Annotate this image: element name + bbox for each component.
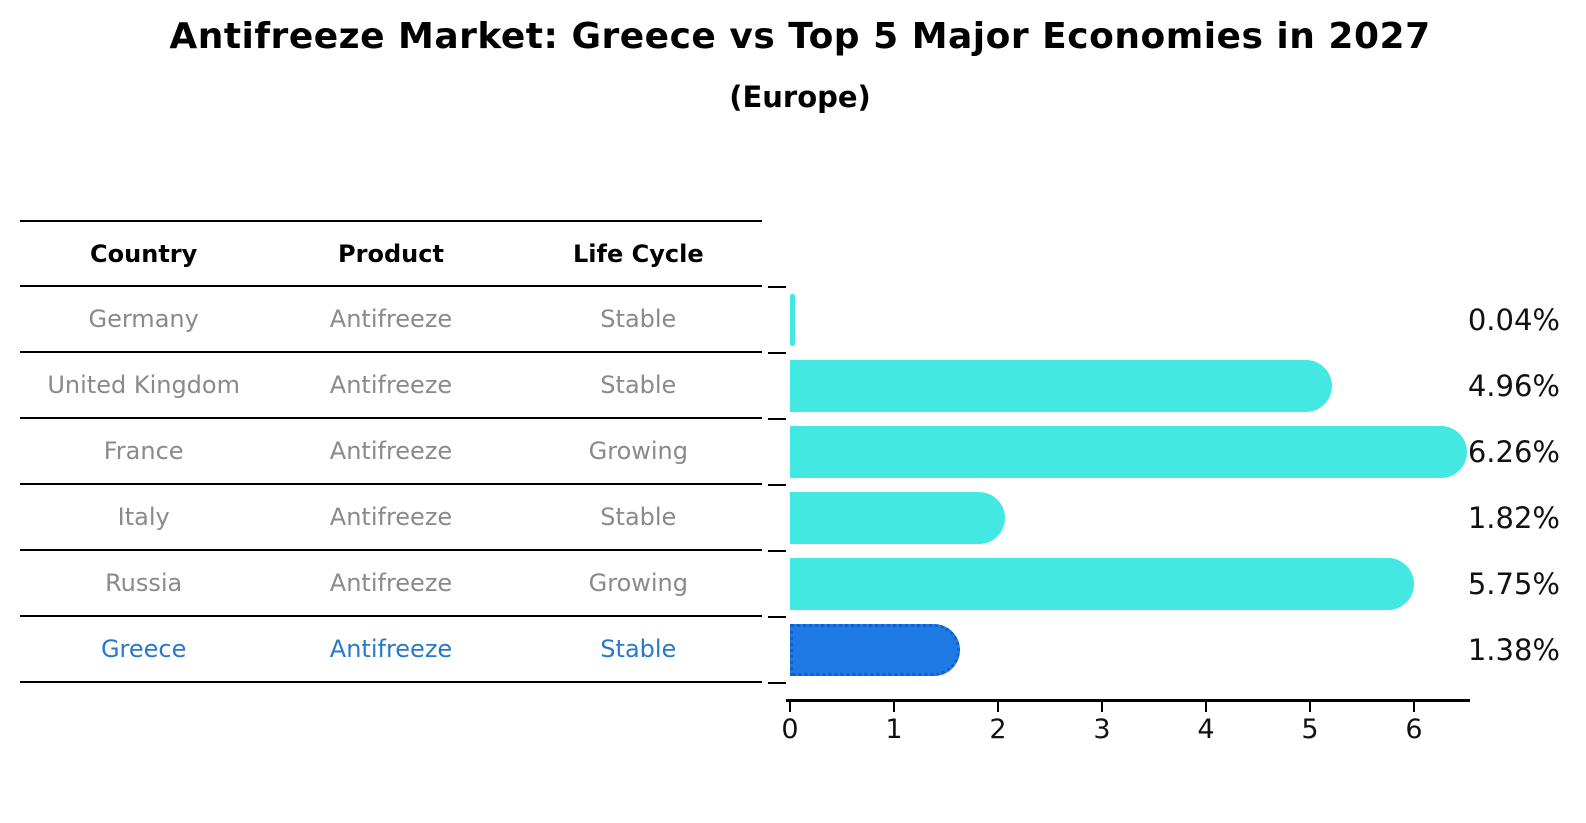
- value-label: 5.75%: [1467, 567, 1560, 601]
- bar-france: [790, 426, 1468, 478]
- table-body: Germany Antifreeze Stable United Kingdom Ant…: [20, 287, 762, 683]
- y-axis-tick: [768, 352, 786, 354]
- bar-germany: [790, 294, 795, 346]
- table-row: United Kingdom Antifreeze Stable: [20, 353, 762, 419]
- y-axis-tick: [768, 286, 786, 288]
- table-cell-life-cycle: Stable: [600, 371, 677, 399]
- table-cell-country: United Kingdom: [47, 371, 240, 399]
- bar-russia: [790, 558, 1414, 610]
- value-label: 6.26%: [1467, 435, 1560, 469]
- y-axis-tick: [768, 550, 786, 552]
- bar-greece: [790, 624, 960, 676]
- chart-title: Antifreeze Market: Greece vs Top 5 Major…: [169, 16, 1431, 57]
- x-axis-tick-label: 5: [1301, 714, 1319, 745]
- table-row: Russia Antifreeze Growing: [20, 551, 762, 617]
- x-axis-tick-label: 2: [989, 714, 1007, 745]
- value-label: 1.38%: [1467, 633, 1560, 667]
- x-axis-line: [786, 699, 1470, 702]
- table-row: Italy Antifreeze Stable: [20, 485, 762, 551]
- x-axis-tick-label: 0: [781, 714, 799, 745]
- x-axis-tick: [789, 702, 791, 712]
- x-axis-tick: [1413, 702, 1415, 712]
- x-axis-tick: [1205, 702, 1207, 712]
- table-cell-life-cycle: Growing: [588, 437, 688, 465]
- table-row: Germany Antifreeze Stable: [20, 287, 762, 353]
- table-cell-product: Antifreeze: [329, 371, 453, 399]
- table-header-country: Country: [90, 239, 198, 268]
- table-row: France Antifreeze Growing: [20, 419, 762, 485]
- value-label: 0.04%: [1467, 303, 1560, 337]
- x-axis-tick-label: 3: [1093, 714, 1111, 745]
- y-axis-tick: [768, 484, 786, 486]
- table-header-lifecycle: Life Cycle: [573, 239, 704, 268]
- value-label: 4.96%: [1467, 369, 1560, 403]
- table-cell-life-cycle: Stable: [600, 635, 677, 663]
- table-cell-life-cycle: Growing: [588, 569, 688, 597]
- table-cell-product: Antifreeze: [329, 569, 453, 597]
- y-axis-tick: [768, 616, 786, 618]
- x-axis-tick-label: 6: [1405, 714, 1423, 745]
- table-cell-country: Italy: [117, 503, 170, 531]
- table-cell-country: Greece: [100, 635, 187, 663]
- table-cell-product: Antifreeze: [329, 635, 453, 663]
- y-axis-tick: [768, 418, 786, 420]
- x-axis-tick-label: 4: [1197, 714, 1215, 745]
- table-cell-country: Russia: [105, 569, 183, 597]
- table-cell-life-cycle: Stable: [600, 503, 677, 531]
- table-header-product: Product: [338, 239, 444, 268]
- x-axis-tick: [997, 702, 999, 712]
- x-axis-tick: [1101, 702, 1103, 712]
- bar-united-kingdom: [790, 360, 1332, 412]
- bar-italy: [790, 492, 1006, 544]
- table-cell-life-cycle: Stable: [600, 305, 677, 333]
- value-label: 1.82%: [1467, 501, 1560, 535]
- table-header-row: Country Product Life Cycle: [20, 222, 762, 287]
- table-cell-product: Antifreeze: [329, 437, 453, 465]
- chart-subtitle: (Europe): [729, 80, 871, 114]
- x-axis-tick-label: 1: [885, 714, 903, 745]
- x-axis-tick: [893, 702, 895, 712]
- country-table: Country Product Life Cycle Germany Antifr…: [20, 220, 762, 683]
- table-cell-country: Germany: [88, 305, 199, 333]
- table-cell-product: Antifreeze: [329, 305, 453, 333]
- table-cell-country: France: [103, 437, 184, 465]
- y-axis-tick: [768, 682, 786, 684]
- x-axis-tick: [1309, 702, 1311, 712]
- table-cell-product: Antifreeze: [329, 503, 453, 531]
- table-row: Greece Antifreeze Stable: [20, 617, 762, 683]
